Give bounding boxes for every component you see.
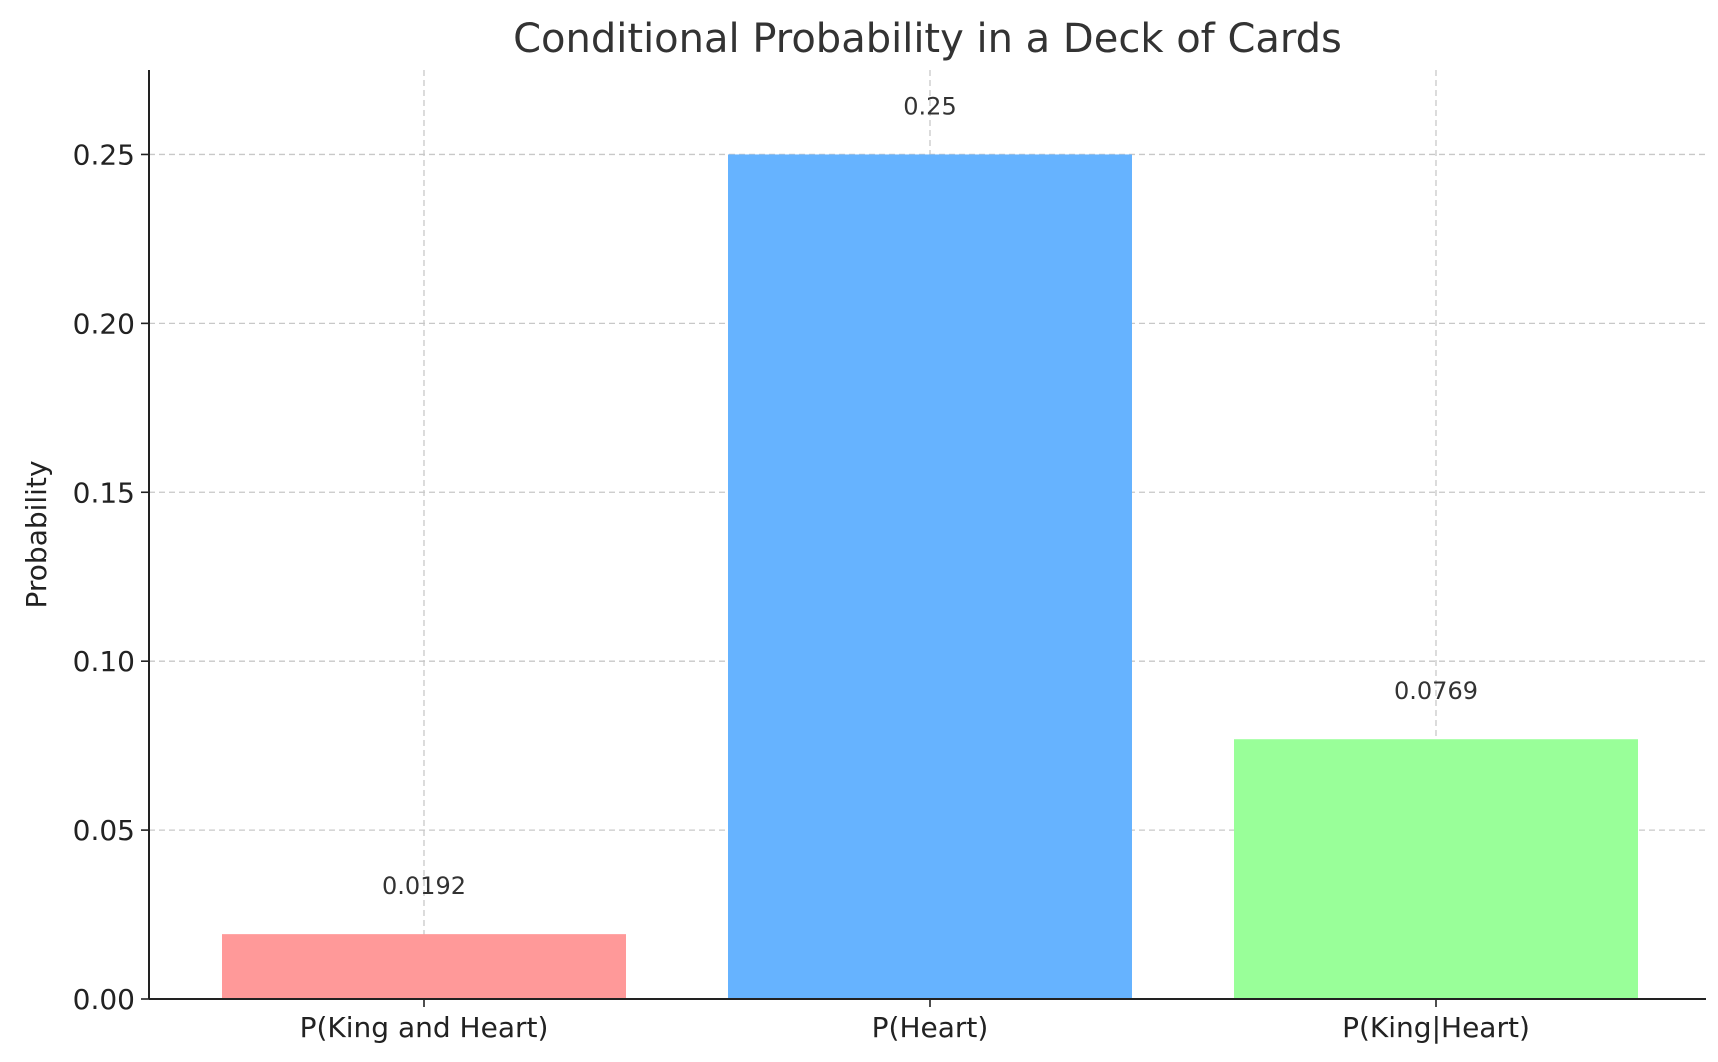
x-tick-label-0: P(King and Heart) bbox=[300, 1011, 549, 1044]
data-label-2: 0.0769 bbox=[1394, 677, 1478, 705]
chart-title: Conditional Probability in a Deck of Car… bbox=[513, 16, 1342, 62]
axes bbox=[148, 70, 1706, 1000]
y-ticks: 0.00 0.05 0.10 0.15 0.20 0.25 bbox=[73, 138, 149, 1016]
y-tick-label-3: 0.15 bbox=[73, 476, 135, 509]
bars bbox=[222, 154, 1638, 1000]
data-labels: 0.0192 0.25 0.0769 bbox=[382, 92, 1478, 900]
x-tick-label-2: P(King|Heart) bbox=[1342, 1011, 1530, 1044]
y-axis-label: Probability bbox=[20, 460, 53, 608]
y-tick-label-1: 0.05 bbox=[73, 814, 135, 847]
y-tick-label-2: 0.10 bbox=[73, 645, 135, 678]
y-tick-label-0: 0.00 bbox=[73, 983, 135, 1016]
x-ticks: P(King and Heart) P(Heart) P(King|Heart) bbox=[300, 999, 1530, 1044]
bar-2 bbox=[1234, 739, 1638, 999]
x-tick-label-1: P(Heart) bbox=[872, 1011, 989, 1044]
bar-1 bbox=[728, 154, 1132, 1000]
y-tick-label-5: 0.25 bbox=[73, 138, 135, 171]
data-label-1: 0.25 bbox=[903, 92, 956, 120]
y-tick-label-4: 0.20 bbox=[73, 307, 135, 340]
bar-0 bbox=[222, 934, 626, 999]
data-label-0: 0.0192 bbox=[382, 872, 466, 900]
